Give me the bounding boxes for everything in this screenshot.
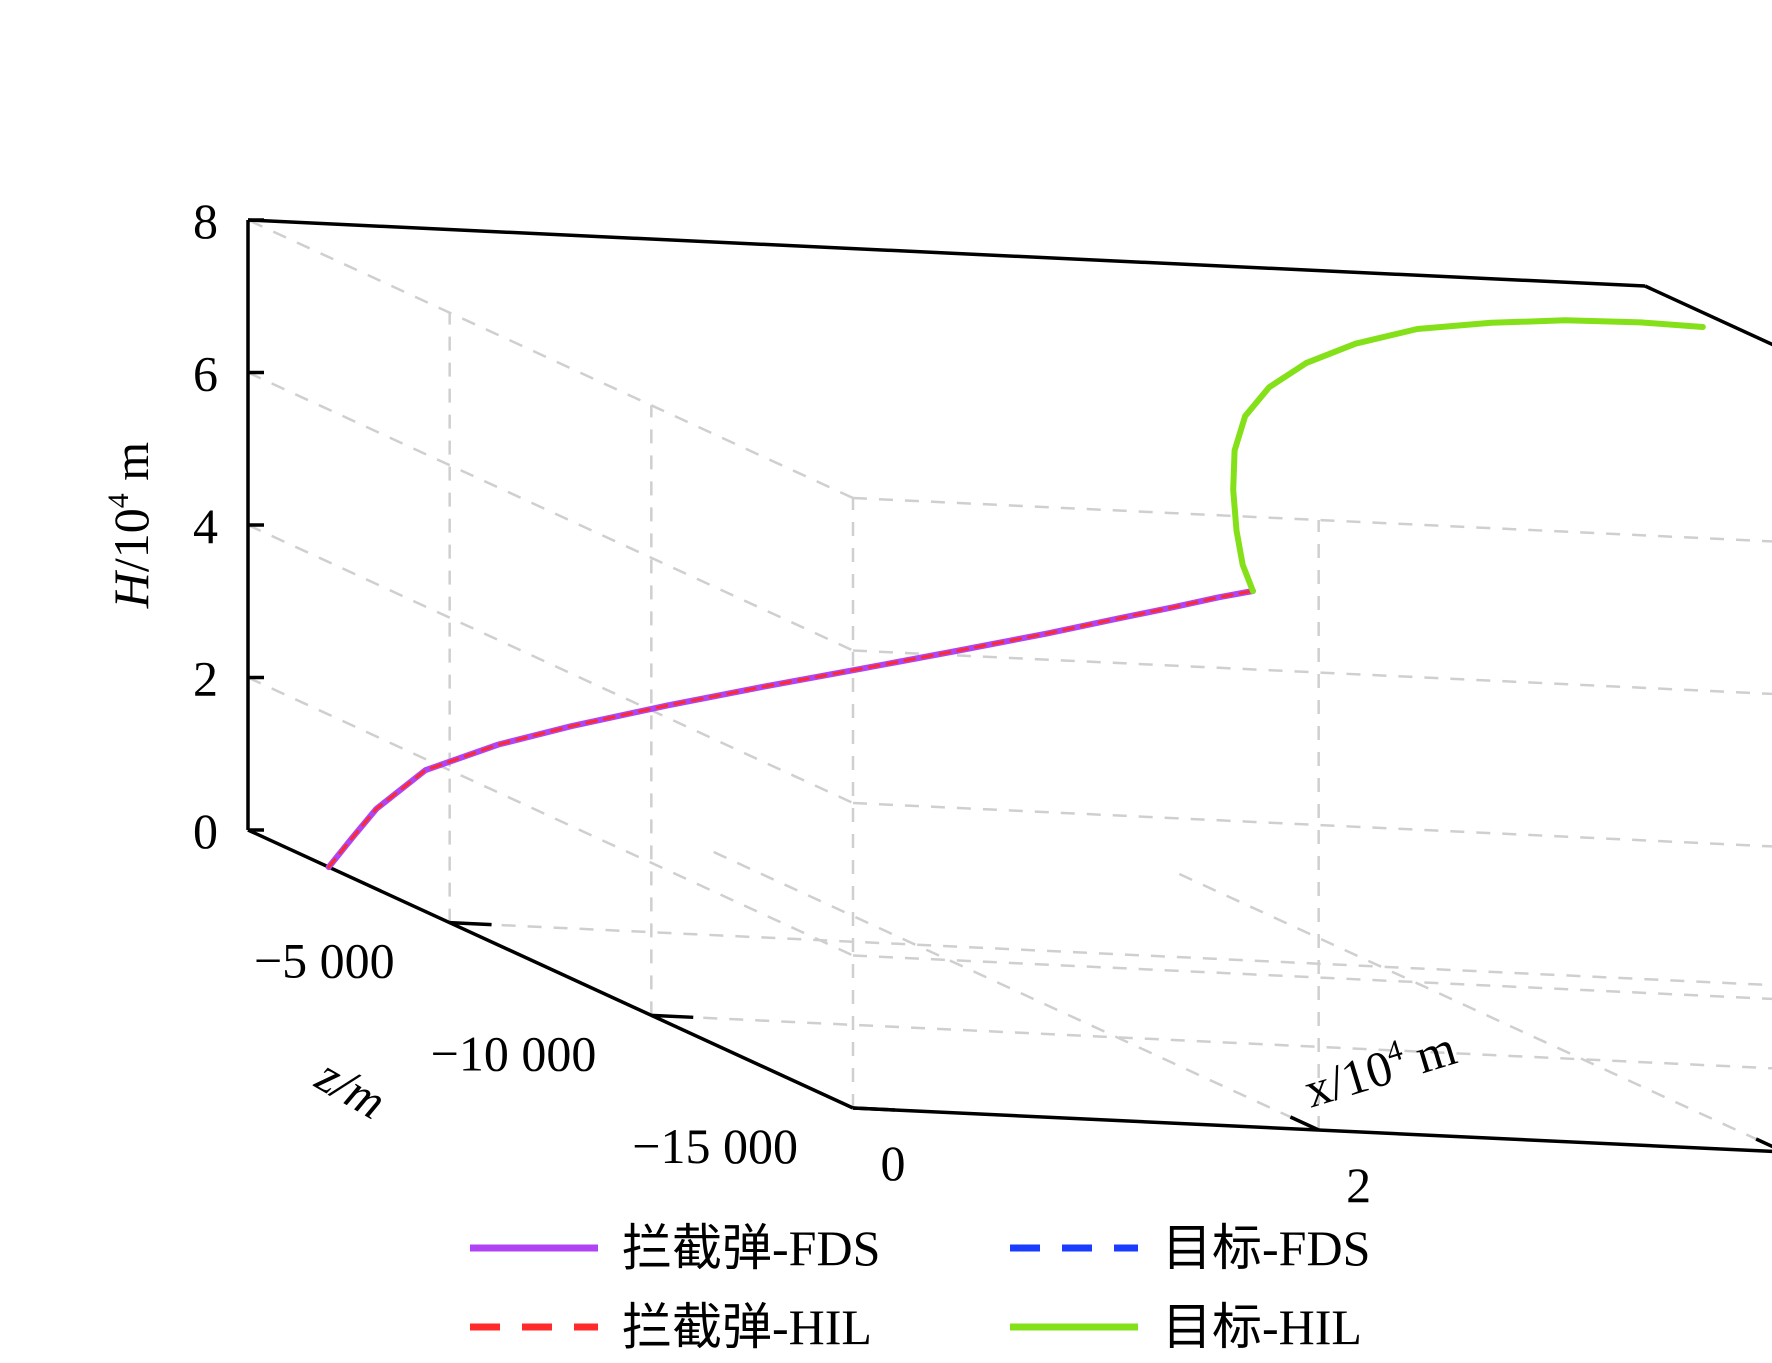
y-tick-label: 6 (193, 346, 218, 402)
z-axis-label: z/m (307, 1046, 396, 1130)
legend-label-target-hil: 目标-HIL (1162, 1299, 1362, 1355)
z-tick (852, 1106, 895, 1112)
grid-line-z (651, 1014, 1772, 1070)
x-axis-label: x/104 m (1297, 1018, 1462, 1118)
x-tick-label: 2 (1346, 1157, 1371, 1213)
y-tick-label: 2 (193, 651, 218, 707)
x-tick (1289, 1115, 1320, 1132)
z-tick-label: −5 000 (254, 933, 395, 989)
legend-label-target-fds: 目标-FDS (1162, 1220, 1370, 1276)
box-edge (247, 218, 1646, 288)
grid-line-h (852, 649, 1772, 696)
grid-line-h (852, 801, 1772, 848)
y-axis-label: H/104 m (102, 442, 159, 610)
legend: 拦截弹-FDS 目标-FDS 拦截弹-HIL 目标-HIL (470, 1220, 1370, 1355)
grid-line-x (713, 850, 1320, 1132)
x-tick-label: 0 (881, 1135, 906, 1191)
series-line-2 (1231, 318, 1705, 593)
legend-label-interceptor-fds: 拦截弹-FDS (622, 1220, 880, 1276)
grid-line-h (247, 523, 854, 805)
y-tick-label: 8 (193, 193, 218, 249)
x-tick (1755, 1137, 1772, 1149)
box-edge (1644, 284, 1772, 347)
grid-lines (247, 218, 1772, 1148)
z-tick-label: −10 000 (431, 1025, 597, 1081)
grid-line-z (449, 921, 1772, 987)
z-tick (449, 920, 492, 927)
grid-line-top (247, 218, 854, 500)
box-edge (247, 828, 854, 1110)
series-line-1 (327, 589, 1255, 869)
plot-series (325, 317, 1706, 871)
grid-line-h (852, 954, 1772, 1001)
grid-line-h (247, 371, 854, 652)
y-tick-label: 0 (193, 803, 218, 859)
grid-line-h (247, 676, 854, 957)
z-tick-label: −15 000 (632, 1118, 798, 1174)
grid-line-top (852, 496, 1772, 543)
axes-box (246, 218, 1772, 1154)
z-tick (651, 1013, 694, 1020)
series-line-0 (325, 588, 1256, 871)
series-line-3 (1230, 317, 1706, 594)
box-edge (852, 1106, 1772, 1154)
grid-line-x (1178, 872, 1772, 1148)
y-tick-label: 4 (193, 498, 218, 554)
legend-label-interceptor-hil: 拦截弹-HIL (622, 1299, 872, 1355)
